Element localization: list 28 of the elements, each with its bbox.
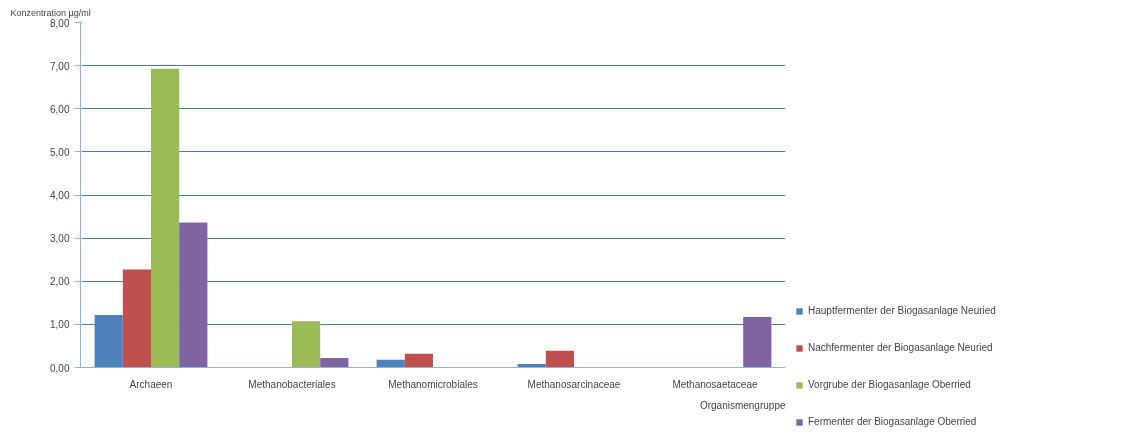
x-tick-label: Archaeen	[129, 378, 173, 390]
x-tick-label: Methanosaetaceae	[672, 378, 758, 390]
bar	[292, 321, 321, 368]
x-tick-label: Methanomicrobiales	[388, 378, 478, 390]
y-tick-label: 1,00	[50, 319, 70, 331]
legend-label: Vorgrube der Biogasanlage Oberried	[808, 379, 971, 390]
x-axis-title: Organismengruppe	[699, 399, 786, 411]
bar	[320, 358, 349, 368]
x-tick-label: Methanobacteriales	[248, 378, 336, 390]
x-tick-label: Methanosarcinaceae	[527, 378, 621, 390]
y-tick-label: 4,00	[50, 190, 70, 201]
y-tick-label: 3,00	[50, 233, 70, 245]
legend-label: Fermenter der Biogasanlage Oberried	[808, 416, 977, 427]
legend-label: Nachfermenter der Biogasanlage Neuried	[808, 342, 993, 353]
y-tick-label: 5,00	[50, 146, 70, 158]
y-tick-label: 7,00	[50, 60, 70, 72]
legend-label: Hauptfermenter der Biogasanlage Neuried	[808, 305, 996, 316]
y-tick-label: 6,00	[50, 103, 70, 115]
bar	[404, 353, 433, 368]
y-tick-label: 0,00	[50, 362, 70, 374]
bar	[122, 269, 151, 368]
bar	[743, 317, 772, 368]
y-axis-title: Konzentration µg/ml	[10, 7, 91, 18]
y-tick-label: 8,00	[50, 17, 70, 29]
y-tick-label: 2,00	[50, 276, 70, 288]
bar	[545, 350, 574, 368]
bar	[151, 68, 180, 368]
bar	[179, 222, 208, 368]
